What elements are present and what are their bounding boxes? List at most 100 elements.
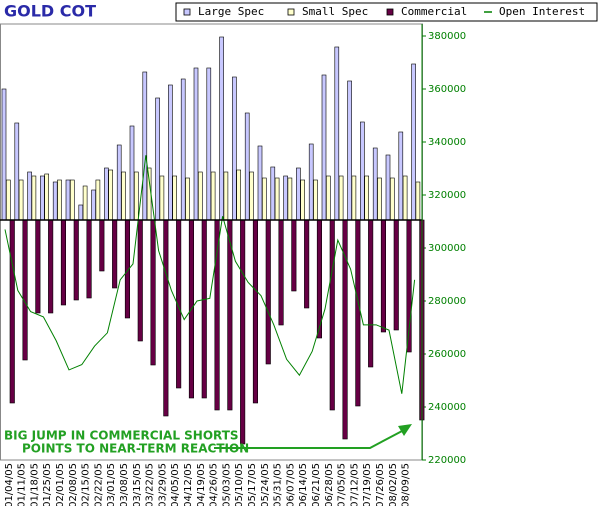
bar — [287, 177, 293, 221]
x-tick-label: 08/02/05 — [388, 463, 399, 506]
bar — [104, 167, 109, 221]
bar — [137, 219, 143, 342]
bar — [22, 219, 28, 361]
y2-tick-label: 340000 — [428, 137, 466, 148]
x-tick-label: 03/22/05 — [145, 463, 156, 506]
bar — [206, 67, 212, 221]
bar — [1, 88, 7, 221]
bar — [291, 219, 297, 292]
bar — [180, 78, 186, 221]
x-tick-label: 03/29/05 — [157, 463, 168, 506]
bar — [321, 74, 327, 221]
x-tick-label: 04/19/05 — [196, 463, 207, 506]
bar — [159, 175, 165, 221]
bar — [347, 80, 352, 221]
annotation-arrow — [214, 429, 405, 449]
x-tick-label: 02/15/05 — [81, 463, 92, 506]
bar — [377, 177, 382, 221]
bar — [364, 175, 370, 221]
x-tick-label: 06/28/05 — [324, 463, 335, 506]
bar — [121, 171, 126, 221]
bar — [372, 147, 378, 221]
bar — [278, 219, 284, 326]
x-tick-label: 05/17/05 — [247, 463, 258, 506]
bar — [334, 46, 340, 221]
bar — [134, 171, 139, 221]
bar — [338, 175, 344, 221]
x-tick-label: 02/08/05 — [68, 463, 79, 506]
x-tick-label: 07/05/05 — [337, 463, 348, 506]
bar — [95, 179, 101, 221]
annotation: BIG JUMP IN COMMERCIAL SHORTS — [4, 429, 239, 443]
legend-label: Large Spec — [198, 5, 264, 18]
bar — [402, 175, 408, 221]
x-tick-label: 07/26/05 — [375, 463, 386, 506]
bar — [244, 112, 250, 221]
x-tick-label: 06/14/05 — [298, 463, 309, 506]
bar — [325, 175, 331, 221]
x-tick-label: 04/26/05 — [209, 463, 220, 506]
y2-tick-label: 360000 — [428, 84, 466, 95]
bar — [240, 219, 246, 445]
line — [4, 155, 416, 394]
bar — [351, 175, 357, 221]
annotation: POINTS TO NEAR-TERM REACTION — [22, 442, 249, 456]
bar — [198, 171, 203, 221]
y2-tick-label: 300000 — [428, 243, 466, 254]
bar — [78, 204, 84, 221]
bar — [265, 219, 271, 365]
bar — [14, 122, 20, 221]
bar — [270, 166, 276, 221]
arrow-head — [398, 424, 412, 436]
x-tick-label: 02/22/05 — [93, 463, 104, 506]
y2-tick-label: 320000 — [428, 190, 466, 201]
x-tick-label: 01/11/05 — [17, 463, 28, 506]
bar — [9, 219, 15, 404]
bar — [31, 175, 37, 221]
x-tick-label: 07/12/05 — [349, 463, 360, 506]
chart-title: GOLD COT — [4, 2, 96, 21]
bar — [385, 154, 391, 221]
bar — [172, 175, 177, 221]
x-tick-label: 05/03/05 — [221, 463, 232, 506]
bar — [252, 219, 258, 404]
legend-marker — [287, 8, 295, 16]
bar — [91, 189, 96, 221]
bar — [201, 219, 207, 399]
bar — [296, 167, 301, 221]
bar — [163, 219, 169, 417]
bar — [73, 219, 79, 301]
x-tick-label: 01/25/05 — [42, 463, 53, 506]
bar — [360, 121, 365, 221]
x-tick-label: 05/31/05 — [273, 463, 284, 506]
bar — [57, 179, 62, 221]
bar — [368, 219, 374, 368]
x-tick-label: 04/05/05 — [170, 463, 181, 506]
bar — [261, 177, 267, 221]
legend-box — [175, 2, 598, 22]
bar — [274, 177, 280, 221]
bar — [232, 76, 237, 221]
legend-label: Commercial — [401, 5, 467, 18]
bar — [300, 179, 306, 221]
bar — [329, 219, 335, 411]
bar — [18, 179, 24, 221]
y2-tick-label: 380000 — [428, 31, 466, 42]
y2-tick-label: 260000 — [428, 349, 466, 360]
bar — [193, 67, 199, 221]
y2-tick-label: 220000 — [428, 455, 466, 466]
bar — [283, 175, 288, 221]
bar — [316, 219, 323, 339]
bar — [6, 179, 11, 221]
bar — [142, 71, 148, 221]
bar — [210, 171, 216, 221]
bar — [380, 219, 387, 333]
x-tick-label: 02/01/05 — [55, 463, 66, 506]
bar — [65, 179, 71, 221]
legend-marker — [183, 8, 191, 16]
bar — [389, 177, 395, 221]
x-tick-label: 03/15/05 — [132, 463, 143, 506]
x-tick-label: 03/01/05 — [106, 463, 117, 506]
bar — [415, 181, 421, 221]
bar — [355, 219, 361, 407]
